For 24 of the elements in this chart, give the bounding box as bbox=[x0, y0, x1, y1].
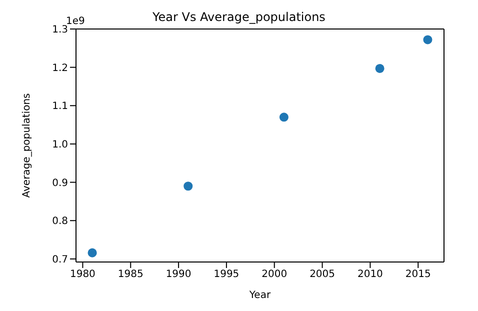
point bbox=[375, 64, 384, 73]
point bbox=[423, 35, 432, 44]
y-axis-title: Average_populations bbox=[22, 93, 33, 198]
x-tick-label: 2000 bbox=[262, 269, 288, 280]
y-tick-label: 1.3 bbox=[52, 24, 68, 36]
point bbox=[279, 112, 288, 122]
x-tick-label: 1990 bbox=[166, 269, 192, 280]
point bbox=[184, 182, 193, 191]
x-tick-label: 2015 bbox=[405, 269, 431, 280]
chart-title: Year Vs Average_populations bbox=[152, 10, 326, 24]
x-tick-label: 2010 bbox=[357, 269, 383, 280]
x-tick-label: 1980 bbox=[70, 269, 96, 280]
y-tick-label: 0.9 bbox=[52, 178, 68, 189]
y-tick-label: 0.7 bbox=[52, 254, 68, 266]
point bbox=[88, 248, 97, 258]
y-tick-label: 1.2 bbox=[52, 62, 68, 74]
x-tick-label: 1995 bbox=[214, 269, 240, 280]
x-tick-label: 2005 bbox=[310, 269, 336, 280]
x-axis-title: Year bbox=[248, 290, 272, 301]
y-tick-label: 0.8 bbox=[52, 216, 68, 228]
text: 1e9 bbox=[66, 16, 85, 27]
y-tick-label: 1.0 bbox=[52, 140, 68, 151]
y-tick-label: 1.1 bbox=[52, 101, 68, 112]
x-tick-label: 1985 bbox=[118, 269, 144, 280]
